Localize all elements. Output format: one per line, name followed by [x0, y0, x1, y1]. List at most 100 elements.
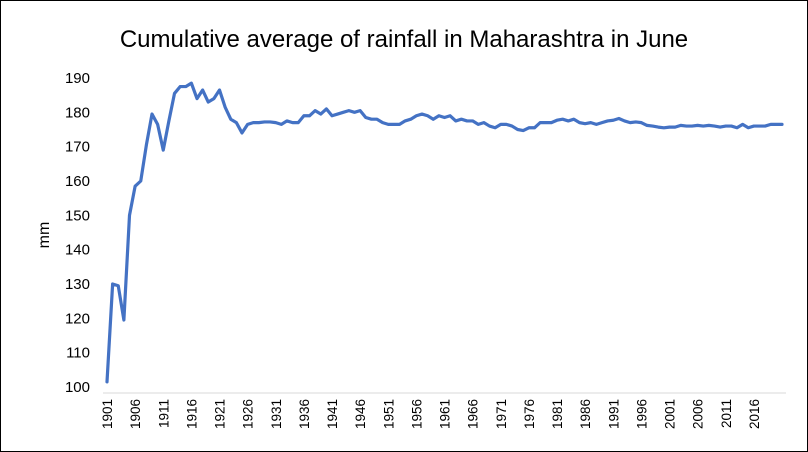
- data-point: [432, 118, 435, 121]
- x-tick-label: 2001: [663, 399, 678, 429]
- data-point: [117, 284, 120, 287]
- x-tick-label: 1971: [494, 399, 509, 429]
- y-tick-label: 180: [65, 104, 90, 121]
- data-point: [651, 124, 654, 128]
- data-point: [769, 123, 772, 126]
- data-point: [730, 124, 733, 128]
- y-tick-label: 110: [66, 345, 90, 362]
- data-point: [319, 112, 322, 116]
- data-point: [139, 179, 142, 183]
- data-point: [662, 126, 666, 129]
- data-point: [223, 105, 227, 109]
- data-point: [336, 112, 339, 116]
- data-point: [538, 121, 542, 124]
- data-point: [679, 124, 682, 127]
- data-point: [263, 120, 266, 124]
- data-point: [572, 118, 576, 121]
- data-point: [302, 114, 306, 117]
- data-point: [201, 88, 204, 92]
- data-point: [685, 124, 688, 128]
- data-point: [634, 120, 637, 124]
- data-point: [347, 109, 351, 112]
- data-point: [471, 119, 474, 123]
- data-point: [657, 125, 660, 129]
- data-point: [280, 123, 283, 126]
- data-point: [747, 126, 750, 129]
- x-tick-label: 1991: [606, 399, 621, 429]
- data-point: [218, 88, 221, 92]
- data-point: [752, 124, 756, 128]
- data-point: [437, 114, 441, 117]
- x-axis-ticks: 1901 1906 1911 1916 1921 1926 1931 1936 1941 1946…: [100, 399, 762, 429]
- x-tick-label: 2016: [747, 399, 762, 429]
- y-axis-ticks: 100 110 120 130 140 150 160 170 180 190: [65, 70, 90, 396]
- data-point: [297, 121, 300, 124]
- chart-title: Cumulative average of rainfall in Mahara…: [120, 26, 688, 53]
- x-tick-label: 1906: [128, 399, 143, 429]
- data-point: [516, 128, 519, 131]
- x-tick-label: 2006: [691, 399, 706, 429]
- data-point: [550, 121, 553, 124]
- y-tick-label: 140: [65, 242, 90, 259]
- x-tick-label: 1931: [269, 399, 284, 429]
- data-point: [381, 121, 384, 124]
- x-tick-label: 2011: [719, 399, 734, 428]
- data-point: [128, 214, 131, 217]
- x-tick-label: 1966: [466, 399, 481, 429]
- data-point: [623, 119, 626, 123]
- data-point: [105, 380, 109, 384]
- data-point: [313, 109, 317, 112]
- data-point: [392, 123, 396, 126]
- data-point: [173, 92, 176, 95]
- data-point: [780, 123, 784, 126]
- y-tick-label: 160: [65, 173, 90, 190]
- data-point: [246, 123, 249, 126]
- y-tick-label: 120: [65, 310, 90, 327]
- data-point: [482, 121, 486, 124]
- x-tick-label: 1976: [522, 399, 537, 429]
- data-point: [595, 123, 598, 126]
- data-point: [353, 111, 356, 114]
- data-point: [628, 121, 632, 124]
- data-point: [488, 124, 491, 128]
- data-point: [207, 100, 210, 104]
- data-point: [510, 124, 514, 128]
- data-point: [505, 123, 508, 126]
- y-tick-label: 130: [65, 276, 90, 293]
- data-point: [690, 124, 694, 128]
- x-tick-label: 1946: [353, 399, 368, 429]
- data-point: [133, 184, 137, 188]
- data-point: [640, 121, 643, 124]
- data-point: [707, 124, 711, 127]
- data-point: [342, 111, 345, 114]
- data-point: [325, 107, 328, 111]
- x-tick-label: 1911: [156, 399, 171, 428]
- data-point: [763, 124, 767, 128]
- data-point: [415, 114, 418, 117]
- x-tick-label: 1956: [409, 399, 424, 429]
- data-point: [195, 97, 199, 100]
- data-point: [527, 126, 531, 129]
- x-tick-label: 1981: [550, 399, 565, 429]
- data-point: [493, 126, 497, 129]
- data-point: [252, 121, 255, 124]
- data-point: [229, 118, 232, 121]
- x-tick-label: 1901: [100, 399, 115, 429]
- data-point: [178, 85, 182, 88]
- data-point: [522, 129, 525, 132]
- data-point: [122, 318, 126, 322]
- x-tick-label: 1961: [438, 399, 453, 429]
- data-point: [718, 125, 722, 129]
- x-tick-label: 1996: [634, 399, 649, 429]
- data-point: [426, 114, 429, 117]
- data-point: [257, 121, 261, 124]
- y-tick-label: 170: [65, 139, 90, 156]
- data-point: [358, 109, 362, 112]
- data-point: [713, 124, 716, 128]
- x-tick-label: 1941: [325, 399, 340, 429]
- x-tick-label: 1921: [213, 399, 228, 429]
- data-point: [409, 118, 412, 121]
- data-point: [617, 117, 621, 120]
